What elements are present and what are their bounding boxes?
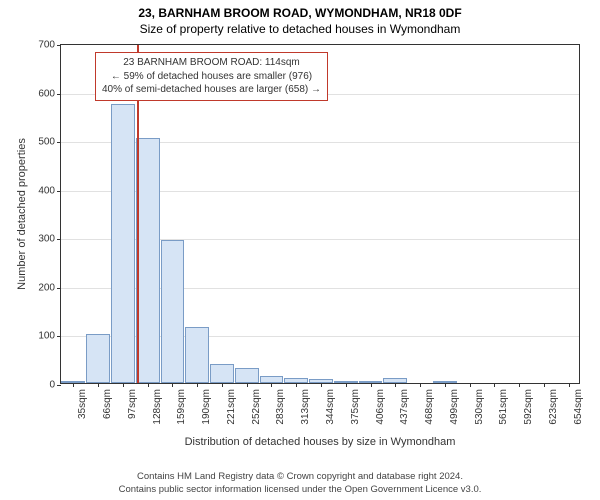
xtick-label: 468sqm — [424, 389, 435, 425]
xtick-label: 97sqm — [127, 389, 138, 419]
xtick-label: 592sqm — [523, 389, 534, 425]
xtick-label: 499sqm — [449, 389, 460, 425]
xtick-label: 283sqm — [275, 389, 286, 425]
xtick-mark — [569, 383, 570, 387]
x-axis-label: Distribution of detached houses by size … — [185, 436, 456, 448]
xtick-mark — [544, 383, 545, 387]
xtick-mark — [519, 383, 520, 387]
bar — [111, 104, 135, 383]
footer-line1: Contains HM Land Registry data © Crown c… — [0, 471, 600, 483]
xtick-mark — [148, 383, 149, 387]
bar — [284, 378, 308, 383]
info-box: 23 BARNHAM BROOM ROAD: 114sqm← 59% of de… — [95, 52, 328, 101]
y-axis-label: Number of detached properties — [16, 138, 28, 290]
bar — [185, 327, 209, 383]
xtick-label: 190sqm — [201, 389, 212, 425]
bar — [136, 138, 160, 383]
ytick-label: 500 — [38, 137, 61, 148]
xtick-mark — [371, 383, 372, 387]
xtick-mark — [98, 383, 99, 387]
xtick-mark — [346, 383, 347, 387]
bar — [433, 381, 457, 383]
bar — [334, 381, 358, 383]
xtick-mark — [197, 383, 198, 387]
bar — [86, 334, 110, 383]
xtick-mark — [296, 383, 297, 387]
xtick-mark — [494, 383, 495, 387]
xtick-mark — [470, 383, 471, 387]
ytick-label: 100 — [38, 331, 61, 342]
ytick-label: 600 — [38, 88, 61, 99]
xtick-label: 406sqm — [375, 389, 386, 425]
bar — [260, 376, 284, 383]
xtick-mark — [73, 383, 74, 387]
xtick-mark — [420, 383, 421, 387]
bar — [210, 364, 234, 383]
xtick-mark — [123, 383, 124, 387]
ytick-label: 0 — [49, 380, 61, 391]
info-line1: 23 BARNHAM BROOM ROAD: 114sqm — [102, 56, 321, 70]
chart-title-desc: Size of property relative to detached ho… — [0, 20, 600, 40]
xtick-label: 128sqm — [152, 389, 163, 425]
xtick-label: 530sqm — [474, 389, 485, 425]
ytick-label: 200 — [38, 282, 61, 293]
bar — [161, 240, 185, 383]
info-line3: 40% of semi-detached houses are larger (… — [102, 83, 321, 97]
bar — [383, 378, 407, 383]
bar — [61, 381, 85, 383]
ytick-label: 300 — [38, 234, 61, 245]
bar — [359, 381, 383, 383]
xtick-label: 623sqm — [548, 389, 559, 425]
xtick-mark — [247, 383, 248, 387]
chart-container: 23, BARNHAM BROOM ROAD, WYMONDHAM, NR18 … — [0, 0, 600, 500]
xtick-label: 35sqm — [77, 389, 88, 419]
ytick-label: 400 — [38, 185, 61, 196]
xtick-label: 66sqm — [102, 389, 113, 419]
footer-line2: Contains public sector information licen… — [0, 484, 600, 496]
bar — [235, 368, 259, 383]
ytick-label: 700 — [38, 40, 61, 51]
footer-attribution: Contains HM Land Registry data © Crown c… — [0, 471, 600, 496]
xtick-mark — [445, 383, 446, 387]
xtick-label: 654sqm — [573, 389, 584, 425]
xtick-mark — [271, 383, 272, 387]
xtick-label: 375sqm — [350, 389, 361, 425]
xtick-label: 344sqm — [325, 389, 336, 425]
xtick-mark — [395, 383, 396, 387]
info-line2: ← 59% of detached houses are smaller (97… — [102, 70, 321, 84]
xtick-label: 561sqm — [498, 389, 509, 425]
xtick-mark — [172, 383, 173, 387]
xtick-label: 221sqm — [226, 389, 237, 425]
chart-title-address: 23, BARNHAM BROOM ROAD, WYMONDHAM, NR18 … — [0, 0, 600, 20]
xtick-mark — [222, 383, 223, 387]
xtick-label: 252sqm — [251, 389, 262, 425]
xtick-label: 159sqm — [176, 389, 187, 425]
bar — [309, 379, 333, 383]
xtick-label: 313sqm — [300, 389, 311, 425]
xtick-label: 437sqm — [399, 389, 410, 425]
xtick-mark — [321, 383, 322, 387]
